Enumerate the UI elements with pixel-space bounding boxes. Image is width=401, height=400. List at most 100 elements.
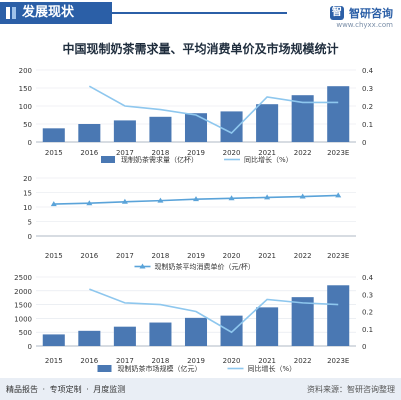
chart-1 <box>36 69 356 163</box>
x-tick-label: 2017 <box>116 149 134 157</box>
x-tick-label: 2019 <box>187 357 205 365</box>
bar <box>42 334 65 346</box>
bar <box>184 317 208 346</box>
bar <box>256 104 279 142</box>
y-tick-label-left: 10 <box>23 204 32 212</box>
y-tick-label-right: 0.1 <box>362 121 373 129</box>
brand-logo-icon: 智 <box>329 5 344 20</box>
x-tick-label: 2020 <box>223 357 241 365</box>
x-tick-label: 2019 <box>187 149 205 157</box>
x-tick-label: 2023E <box>327 357 349 365</box>
y-tick-label-right: 0.4 <box>362 67 374 75</box>
x-tick-label: 2023E <box>327 149 349 157</box>
legend-swatch-bar <box>101 156 115 163</box>
bar <box>220 111 243 142</box>
chart-title: 中国现制奶茶需求量、平均消费单价及市场规模统计 <box>62 42 339 56</box>
y-tick-label-right: 0 <box>362 139 366 147</box>
footer-item-monitor[interactable]: 月度监测 <box>93 385 126 394</box>
y-tick-label-left: 150 <box>19 85 32 93</box>
y-tick-label-left: 500 <box>19 329 32 337</box>
y-tick-label-left: 0 <box>28 233 32 241</box>
bar <box>113 326 136 346</box>
y-tick-label-left: 0 <box>28 139 32 147</box>
footer-separator: · <box>42 385 46 394</box>
chart-2 <box>36 177 356 269</box>
header-divider <box>112 12 287 14</box>
x-tick-label: 2016 <box>80 252 98 260</box>
legend-label: 现制奶茶需求量（亿杯） <box>121 155 198 164</box>
data-source: 资料来源：智研咨询整理 <box>307 385 395 394</box>
y-tick-label-left: 100 <box>19 103 32 111</box>
footer-item-reports[interactable]: 精品报告 <box>6 385 38 394</box>
y-tick-label-left: 50 <box>23 121 32 129</box>
bar <box>78 330 101 346</box>
legend-label: 同比增长（%） <box>244 155 293 164</box>
section-title-box: 发展现状 <box>0 2 112 24</box>
x-tick-label: 2017 <box>116 357 134 365</box>
y-tick-label-left: 0 <box>28 343 32 351</box>
bar <box>42 128 65 142</box>
y-tick-label-left: 1500 <box>14 302 32 310</box>
x-tick-label: 2021 <box>258 149 276 157</box>
bar <box>78 124 101 142</box>
legend-label: 现制奶茶平均消费单价（元/杯） <box>155 262 255 271</box>
bar <box>149 322 172 346</box>
legend-label: 现制奶茶市场规模（亿元） <box>118 364 202 373</box>
bar <box>256 307 279 346</box>
y-tick-label-right: 0.1 <box>362 326 373 334</box>
y-tick-label-left: 1000 <box>14 315 32 323</box>
x-tick-label: 2018 <box>152 252 170 260</box>
chart-3 <box>36 276 356 372</box>
title-bar-icon <box>6 7 10 19</box>
x-tick-label: 2019 <box>187 252 205 260</box>
series-line <box>89 288 339 334</box>
series-line <box>88 85 339 134</box>
legend-swatch-bar <box>97 365 112 372</box>
data-point <box>157 197 164 203</box>
x-tick-label: 2020 <box>223 149 241 157</box>
x-tick-label: 2016 <box>80 149 98 157</box>
data-point <box>335 192 342 198</box>
x-tick-label: 2017 <box>116 252 134 260</box>
data-point <box>264 194 271 200</box>
y-tick-label-left: 2500 <box>14 274 32 282</box>
y-tick-label-right: 0.3 <box>362 291 373 299</box>
bar <box>184 113 208 142</box>
data-point <box>86 200 93 206</box>
data-point <box>50 201 57 207</box>
x-tick-label: 2015 <box>45 357 63 365</box>
bar <box>220 315 243 346</box>
y-tick-label-right: 0.2 <box>362 309 373 317</box>
data-point <box>193 196 199 202</box>
y-tick-label-right: 0.2 <box>362 103 373 111</box>
x-tick-label: 2023E <box>327 252 349 260</box>
footer-links: 精品报告 · 专项定制 · 月度监测 <box>6 384 127 395</box>
x-tick-label: 2022 <box>294 252 312 260</box>
x-tick-label: 2018 <box>152 357 170 365</box>
brand-url: www.chyxx.com <box>336 21 393 29</box>
title-bar-icon-light <box>12 7 16 19</box>
bar <box>291 297 314 346</box>
bar <box>291 95 314 142</box>
x-tick-label: 2015 <box>45 149 63 157</box>
bar <box>327 285 350 346</box>
footer-item-custom[interactable]: 专项定制 <box>49 385 82 394</box>
brand-name: 智研咨询 <box>349 6 393 20</box>
x-tick-label: 2016 <box>80 357 98 365</box>
section-title: 发展现状 <box>22 5 75 20</box>
y-tick-label-left: 200 <box>19 67 32 75</box>
legend-label: 同比增长（%） <box>248 364 297 373</box>
x-tick-label: 2022 <box>294 149 312 157</box>
section-header: 发展现状 <box>0 0 401 26</box>
x-tick-label: 2020 <box>223 252 241 260</box>
bar <box>113 120 136 142</box>
x-tick-label: 2015 <box>45 252 63 260</box>
data-point <box>299 193 306 199</box>
y-tick-label-left: 20 <box>23 175 32 183</box>
legend-swatch-marker <box>139 263 146 269</box>
x-tick-label: 2021 <box>258 357 276 365</box>
y-tick-label-right: 0.3 <box>362 85 373 93</box>
bar <box>149 116 172 142</box>
data-point <box>121 198 128 204</box>
